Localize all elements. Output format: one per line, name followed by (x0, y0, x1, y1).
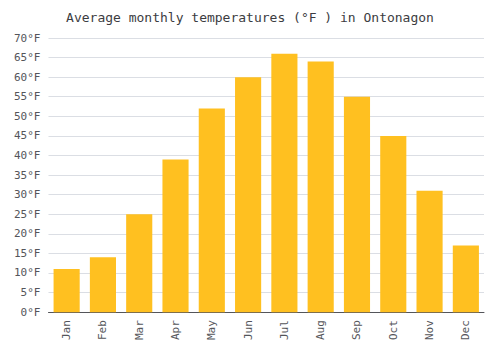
svg-text:50°F: 50°F (14, 110, 41, 123)
svg-text:Aug: Aug (314, 320, 327, 340)
svg-text:10°F: 10°F (14, 266, 41, 279)
svg-text:Apr: Apr (169, 320, 182, 340)
svg-text:45°F: 45°F (14, 129, 41, 142)
svg-text:Sep: Sep (350, 320, 363, 340)
svg-text:60°F: 60°F (14, 71, 41, 84)
svg-text:Dec: Dec (459, 320, 472, 340)
svg-text:May: May (205, 320, 218, 340)
svg-text:55°F: 55°F (14, 90, 41, 103)
svg-text:0°F: 0°F (21, 306, 41, 319)
svg-text:Jul: Jul (278, 320, 291, 340)
svg-text:Feb: Feb (96, 320, 109, 340)
svg-text:40°F: 40°F (14, 149, 41, 162)
svg-text:35°F: 35°F (14, 169, 41, 182)
svg-text:70°F: 70°F (14, 32, 41, 45)
svg-text:15°F: 15°F (14, 247, 41, 260)
svg-text:Jun: Jun (242, 320, 255, 340)
svg-text:Average monthly temperatures (: Average monthly temperatures (°F ) in On… (66, 10, 434, 25)
svg-text:Oct: Oct (387, 320, 400, 340)
svg-text:30°F: 30°F (14, 188, 41, 201)
svg-text:Mar: Mar (133, 320, 146, 340)
svg-text:65°F: 65°F (14, 51, 41, 64)
svg-text:20°F: 20°F (14, 227, 41, 240)
svg-text:5°F: 5°F (21, 286, 41, 299)
svg-text:25°F: 25°F (14, 208, 41, 221)
svg-text:Jan: Jan (60, 320, 73, 340)
svg-text:Nov: Nov (423, 320, 436, 340)
